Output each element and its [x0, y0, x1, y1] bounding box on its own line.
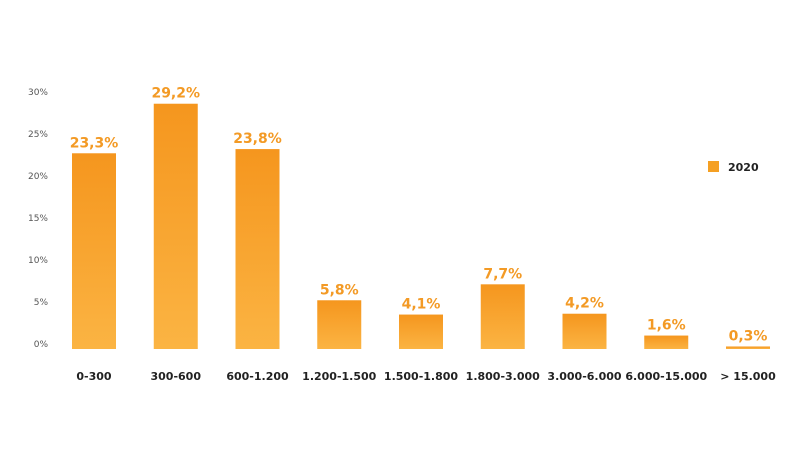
x-tick-label: 1.500-1.800: [384, 370, 458, 383]
data-label: 29,2%: [151, 86, 200, 102]
x-tick-label: 3.000-6.000: [547, 370, 621, 383]
bar: [726, 346, 770, 349]
x-tick-label: 6.000-15.000: [625, 370, 707, 383]
data-label: 4,2%: [565, 296, 604, 312]
y-tick-label: 30%: [28, 88, 48, 98]
y-tick-label: 15%: [28, 214, 48, 224]
y-tick-label: 20%: [28, 172, 48, 182]
legend: 2020: [708, 161, 759, 174]
y-axis: 0% 5% 10% 15% 20% 25% 30%: [28, 88, 48, 350]
y-tick-label: 0%: [34, 340, 49, 350]
data-label: 5,8%: [320, 282, 359, 298]
x-tick-label: 0-300: [76, 370, 112, 383]
x-tick-label: 1.200-1.500: [302, 370, 376, 383]
y-tick-label: 5%: [34, 298, 49, 308]
bar: [72, 153, 116, 349]
bar: [153, 103, 198, 349]
x-tick-label: > 15.000: [720, 370, 776, 383]
bar: [562, 313, 607, 349]
data-label: 1,6%: [647, 318, 686, 334]
data-label: 0,3%: [729, 328, 768, 344]
bars: [72, 103, 770, 349]
x-tick-label: 300-600: [151, 370, 202, 383]
data-label: 23,8%: [233, 131, 282, 147]
bar: [235, 149, 280, 349]
y-tick-label: 25%: [28, 130, 48, 140]
x-tick-label: 1.800-3.000: [466, 370, 540, 383]
legend-swatch-2020: [708, 161, 719, 172]
y-tick-label: 10%: [28, 256, 48, 266]
data-labels: 23,3% 29,2% 23,8% 5,8% 4,1% 7,7% 4,2% 1,6% 0,3%: [70, 86, 768, 345]
data-label: 23,3%: [70, 135, 119, 151]
bar: [480, 284, 525, 349]
bar: [644, 335, 689, 349]
x-axis: 0-300 300-600 600-1.200 1.200-1.500 1.500-1.…: [76, 370, 776, 383]
bar: [399, 314, 443, 349]
data-label: 4,1%: [402, 297, 441, 313]
data-label: 7,7%: [483, 266, 522, 282]
bar: [317, 300, 362, 349]
x-tick-label: 600-1.200: [226, 370, 289, 383]
legend-label-2020: 2020: [728, 161, 759, 174]
